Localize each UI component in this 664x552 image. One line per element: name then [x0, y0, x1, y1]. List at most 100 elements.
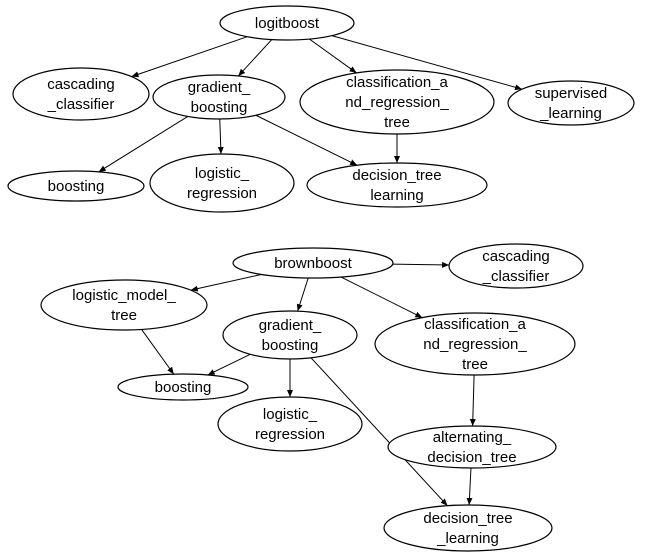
edge-g2-adt-to-g2-dtl: [466, 467, 473, 506]
edge-line: [190, 273, 262, 292]
node-g1-boosting: boosting: [7, 170, 145, 202]
edge-g1-logitboost-to-g1-cart: [309, 38, 357, 74]
node-ellipse: [306, 162, 488, 208]
node-label-line: nd_regression_: [423, 336, 527, 353]
edge-g2-gradient-to-g2-dtl: [310, 357, 448, 507]
node-label-line: decision_tree: [352, 167, 441, 184]
edge-line: [217, 118, 224, 155]
node-label-line: alternating_: [433, 429, 512, 446]
node-label-line: boosting: [48, 178, 105, 195]
node-g2-dtl: decision_tree _learning: [383, 504, 553, 552]
edge-g1-gradient-to-g1-boosting: [98, 115, 189, 173]
node-g1-logitboost: logitboost: [219, 5, 355, 41]
edge-g2-cart-to-g2-adt: [469, 374, 476, 427]
node-label-line: nd_regression_: [345, 94, 449, 111]
edge-line: [331, 35, 523, 91]
node-label-line: classification_a: [424, 316, 526, 333]
node-ellipse: [149, 153, 295, 213]
edge-line: [392, 261, 450, 268]
node-label-line: gradient_: [188, 79, 251, 96]
node-ellipse: [374, 312, 576, 376]
node-ellipse: [387, 425, 557, 469]
edge-line: [309, 38, 357, 74]
node-label-line: _learning: [436, 530, 499, 547]
edge-g1-logitboost-to-g1-gradient: [237, 39, 273, 77]
edge-g1-gradient-to-g1-dtl: [255, 114, 358, 166]
node-g2-boosting: boosting: [117, 373, 249, 401]
node-label-line: cascading: [482, 248, 550, 265]
node-ellipse: [7, 170, 145, 202]
node-ellipse: [383, 504, 553, 552]
node-g1-cart: classification_a nd_regression_tree: [299, 69, 495, 135]
edge-g2-lmt-to-g2-boosting: [141, 329, 175, 375]
node-ellipse: [219, 5, 355, 41]
edge-g1-gradient-to-g1-logistic: [217, 118, 224, 155]
node-label-line: _classifier: [47, 96, 115, 113]
node-g1-logistic: logistic_ regression: [149, 153, 295, 213]
node-label-line: _learning: [539, 105, 602, 122]
node-label-line: boosting: [155, 379, 212, 396]
node-ellipse: [117, 373, 249, 401]
node-label-line: regression: [255, 426, 325, 443]
node-g1-cascading: cascading _classifier: [12, 67, 150, 121]
edge-line: [340, 276, 423, 319]
node-ellipse: [152, 74, 286, 120]
node-g1-gradient: gradient_ boosting: [152, 74, 286, 120]
node-label-line: logistic_: [263, 406, 318, 423]
edge-line: [98, 115, 189, 173]
node-label-line: learning: [370, 187, 423, 204]
node-label-line: tree: [384, 114, 410, 131]
node-g2-logistic: logistic_ regression: [217, 396, 363, 452]
edge-line: [469, 374, 476, 427]
node-label-line: boosting: [262, 337, 319, 354]
node-label-line: tree: [111, 307, 137, 324]
edge-line: [141, 329, 175, 375]
node-label-line: tree: [462, 356, 488, 373]
node-g1-dtl: decision_tree learning: [306, 162, 488, 208]
node-label-line: regression: [187, 185, 257, 202]
node-g2-lmt: logistic_model_tree: [40, 279, 208, 331]
node-g2-cart: classification_a nd_regression_tree: [374, 312, 576, 376]
edge-g2-brownboost-to-g2-cascading: [392, 261, 450, 268]
edge-g1-logitboost-to-g1-cascading: [131, 36, 248, 78]
node-label-line: logistic_model_: [72, 287, 176, 304]
node-label-line: logistic_: [195, 165, 250, 182]
edge-line: [255, 114, 358, 166]
node-ellipse: [507, 80, 635, 126]
node-ellipse: [12, 67, 150, 121]
edge-g2-brownboost-to-g2-cart: [340, 276, 423, 319]
node-label-line: brownboost: [274, 255, 352, 272]
edge-line: [310, 357, 448, 507]
node-ellipse: [299, 69, 495, 135]
edge-line: [466, 467, 473, 506]
edge-line: [237, 39, 273, 77]
edge-line: [131, 36, 248, 78]
node-g2-brownboost: brownboost: [232, 247, 394, 279]
edge-g2-gradient-to-g2-boosting: [207, 353, 251, 376]
node-label-line: gradient_: [259, 317, 322, 334]
node-label-line: decision_tree: [427, 449, 516, 466]
node-label-line: decision_tree: [423, 510, 512, 527]
edge-g2-brownboost-to-g2-lmt: [190, 273, 262, 292]
node-ellipse: [448, 243, 584, 289]
node-label-line: cascading: [47, 76, 115, 93]
edge-line: [207, 353, 251, 376]
node-label-line: classification_a: [346, 74, 448, 91]
edge-g2-brownboost-to-g2-gradient: [296, 277, 309, 312]
node-label-line: logitboost: [255, 15, 320, 32]
node-label-line: boosting: [191, 99, 248, 116]
node-ellipse: [222, 310, 358, 360]
node-ellipse: [217, 396, 363, 452]
edge-g1-logitboost-to-g1-supervised: [331, 35, 523, 91]
node-g2-gradient: gradient_ boosting: [222, 310, 358, 360]
edge-line: [296, 277, 309, 312]
node-g2-adt: alternating_ decision_tree: [387, 425, 557, 469]
node-ellipse: [40, 279, 208, 331]
node-label-line: supervised: [535, 85, 608, 102]
node-label-line: _classifier: [482, 268, 550, 285]
node-g1-supervised: supervised _learning: [507, 80, 635, 126]
node-ellipse: [232, 247, 394, 279]
node-g2-cascading: cascading _classifier: [448, 243, 584, 289]
